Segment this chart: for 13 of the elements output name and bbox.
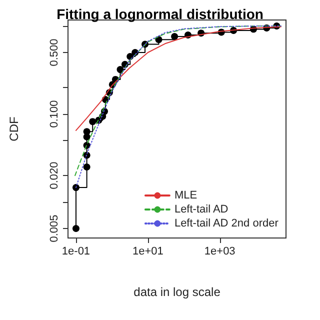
legend-label: Left-tail AD 2nd order [174,218,279,230]
x-tick-label: 1e-01 [62,246,90,258]
y-tick-label: 0.100 [48,100,60,128]
chart-title: Fitting a lognormal distribution [56,6,264,22]
x-tick-label: 1e+01 [132,246,164,258]
y-tick-label: 0.500 [48,38,60,66]
y-tick-label: 0.005 [48,214,60,242]
legend-label: MLE [174,190,198,202]
x-tick-label: 1e+03 [204,246,236,258]
legend-label: Left-tail AD [174,204,228,216]
y-axis-title: CDF [7,116,21,142]
x-axis-title: data in log scale [134,285,221,299]
y-tick-label: 0.020 [48,162,60,190]
